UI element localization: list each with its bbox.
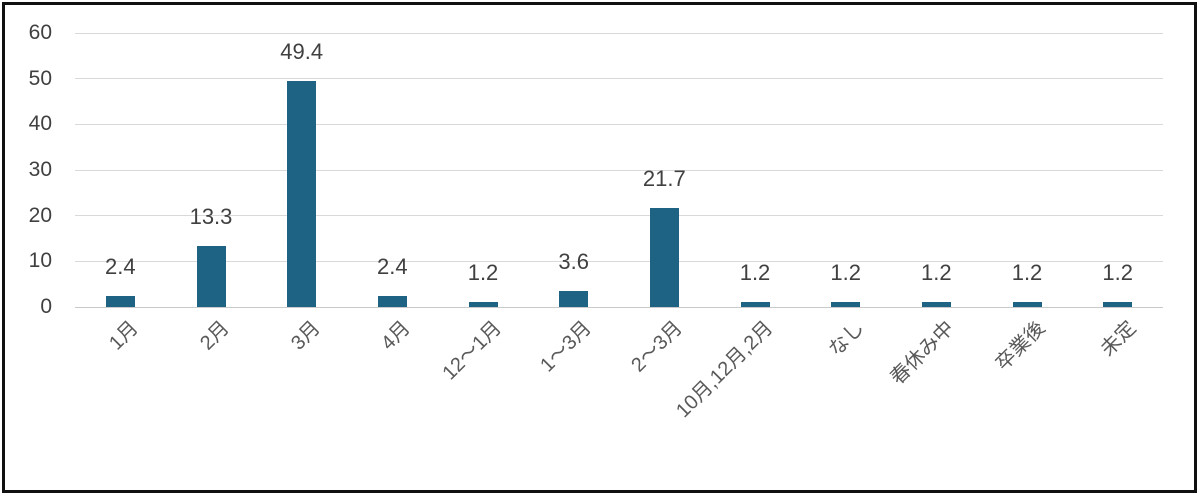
bar: [740, 302, 770, 307]
bar: [1012, 302, 1042, 307]
bar: [468, 302, 498, 307]
gridline: [75, 306, 1163, 308]
y-axis: 0 10 20 30 40 50 60: [0, 0, 55, 497]
bar: [559, 291, 589, 307]
x-category-label: 未定: [1096, 317, 1141, 361]
bar-value-label: 1.2: [830, 260, 861, 285]
bar: [831, 302, 861, 307]
x-category-label: 12〜1月: [438, 317, 506, 385]
bar-value-label: 2.4: [377, 254, 408, 279]
bar-value-label: 21.7: [642, 166, 686, 191]
bar-value-label: 1.2: [921, 260, 952, 285]
bar: [105, 296, 135, 307]
gridline: [75, 78, 1163, 80]
bar-value-label: 1.2: [1011, 260, 1043, 285]
gridline: [75, 260, 1163, 262]
y-tick-label: 40: [28, 112, 52, 136]
x-category-label: 卒業後: [991, 317, 1050, 375]
x-category-label: 3月: [286, 317, 325, 355]
x-category-label: 1〜3月: [536, 317, 597, 377]
y-tick-label: 50: [28, 66, 52, 90]
bar-value-label: 13.3: [189, 204, 233, 229]
bar: [1103, 302, 1133, 307]
x-category-label: 2月: [195, 317, 234, 355]
gridline: [75, 123, 1163, 125]
gridline: [75, 169, 1163, 171]
bar-value-label: 1.2: [1102, 260, 1133, 285]
y-tick-label: 30: [28, 158, 52, 181]
plot-area: 2.4 13.3 49.4 2.4 1.2 3.6 21.7 1.2 1.2 1.2 1.2 1.2: [75, 32, 1163, 308]
y-tick-label: 60: [28, 21, 52, 44]
bar-value-label: 3.6: [558, 249, 589, 274]
gridline: [75, 32, 1163, 34]
x-category-label: 2〜3月: [627, 317, 687, 377]
x-category-label: なし: [824, 317, 869, 361]
bar: [649, 208, 679, 307]
x-category-label: 10月,12月,2月: [672, 317, 778, 423]
bar-value-label: 49.4: [280, 39, 324, 64]
bar: [287, 81, 317, 307]
x-category-label: 春休み中: [886, 317, 959, 390]
bar: [377, 296, 407, 307]
bar: [196, 246, 226, 307]
bar-value-label: 1.2: [739, 260, 771, 285]
y-tick-label: 0: [40, 295, 52, 318]
y-tick-label: 10: [28, 249, 52, 273]
bar: [921, 302, 951, 307]
y-tick-label: 20: [28, 203, 52, 227]
x-category-label: 1月: [105, 317, 143, 355]
bar-value-label: 1.2: [467, 260, 499, 285]
bar-value-label: 2.4: [105, 254, 136, 279]
x-category-label: 4月: [377, 317, 415, 355]
gridline: [75, 215, 1163, 217]
